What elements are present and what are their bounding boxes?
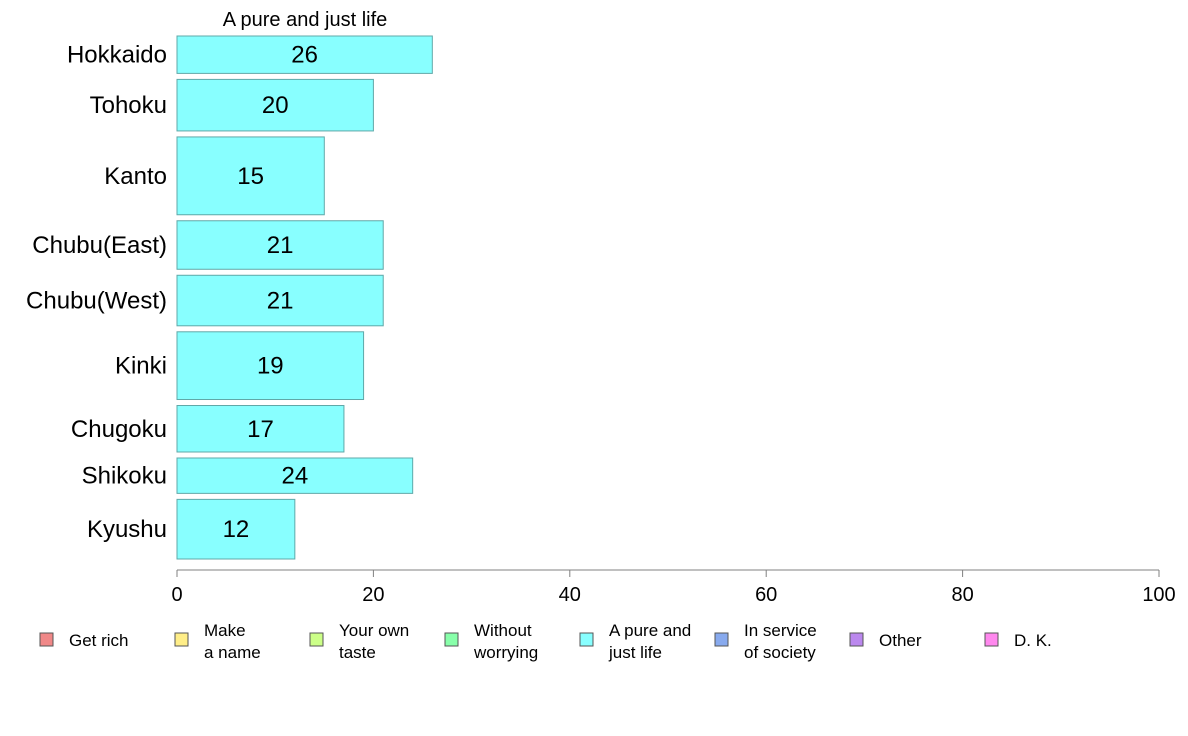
category-label: Kyushu (87, 516, 167, 543)
legend-swatch (714, 632, 729, 647)
category-label: Chubu(East) (32, 232, 167, 259)
x-tick-label: 40 (559, 584, 581, 606)
x-tick-label: 60 (755, 584, 777, 606)
data-label: 12 (223, 516, 250, 543)
legend-swatch (39, 632, 54, 647)
x-tick-label: 0 (171, 584, 182, 606)
bar (176, 220, 384, 270)
legend: Get rich Make a name Your own taste Without wo… (39, 621, 1052, 662)
category-label: Tohoku (90, 92, 167, 119)
legend-label: D. K. (1014, 631, 1052, 650)
category-label: Chubu(West) (26, 288, 167, 315)
bar-row-chugoku: Chugoku 17 (71, 405, 345, 453)
legend-item: Get rich (39, 631, 129, 650)
bar-row-kinki: Kinki 19 (115, 331, 365, 401)
legend-item: Other (849, 631, 922, 650)
data-label: 15 (237, 163, 264, 190)
bar-row-chubu-east: Chubu(East) 21 (32, 220, 384, 270)
data-label: 26 (291, 42, 318, 69)
legend-item: Your own taste (309, 621, 409, 662)
data-label: 20 (262, 92, 289, 119)
legend-item: In service of society (714, 621, 817, 662)
bar (176, 457, 414, 494)
bar (176, 35, 433, 74)
bar (176, 498, 296, 560)
x-tick-label: 20 (362, 584, 384, 606)
bar-row-kanto: Kanto 15 (104, 136, 325, 216)
data-label: 24 (281, 463, 308, 490)
bar (176, 331, 365, 401)
data-label: 17 (247, 416, 274, 443)
bar-row-tohoku: Tohoku 20 (90, 78, 374, 132)
x-axis: 0 20 40 60 80 100 (171, 569, 1176, 606)
category-label: Kinki (115, 353, 167, 380)
legend-swatch (984, 632, 999, 647)
data-label: 21 (267, 232, 294, 259)
x-tick-label: 100 (1142, 584, 1175, 606)
legend-label: Make a name (204, 621, 261, 662)
legend-item: A pure and just life (579, 621, 691, 662)
legend-swatch (849, 632, 864, 647)
data-label: 19 (257, 353, 284, 380)
legend-swatch (174, 632, 189, 647)
bar (176, 274, 384, 327)
bar (176, 136, 325, 216)
bar-row-shikoku: Shikoku 24 (82, 457, 414, 494)
legend-label: A pure and just life (608, 621, 691, 662)
bar (176, 405, 345, 453)
bar (176, 78, 374, 132)
bar-row-kyushu: Kyushu 12 (87, 498, 296, 560)
legend-label: Your own taste (339, 621, 409, 662)
category-label: Shikoku (82, 463, 167, 490)
legend-label: In service of society (744, 621, 817, 662)
category-label: Chugoku (71, 416, 167, 443)
category-label: Hokkaido (67, 42, 167, 69)
legend-swatch (579, 632, 594, 647)
bar-row-chubu-west: Chubu(West) 21 (26, 274, 384, 327)
legend-item: Make a name (174, 621, 261, 662)
legend-swatch (444, 632, 459, 647)
legend-label: Other (879, 631, 922, 650)
legend-label: Get rich (69, 631, 129, 650)
x-tick-label: 80 (951, 584, 973, 606)
data-label: 21 (267, 288, 294, 315)
legend-swatch (309, 632, 324, 647)
chart-title: A pure and just life (223, 9, 388, 31)
category-label: Kanto (104, 163, 167, 190)
legend-label: Without worrying (473, 621, 538, 662)
bar-row-hokkaido: Hokkaido 26 (67, 35, 433, 74)
legend-item: D. K. (984, 631, 1052, 650)
legend-item: Without worrying (444, 621, 538, 662)
